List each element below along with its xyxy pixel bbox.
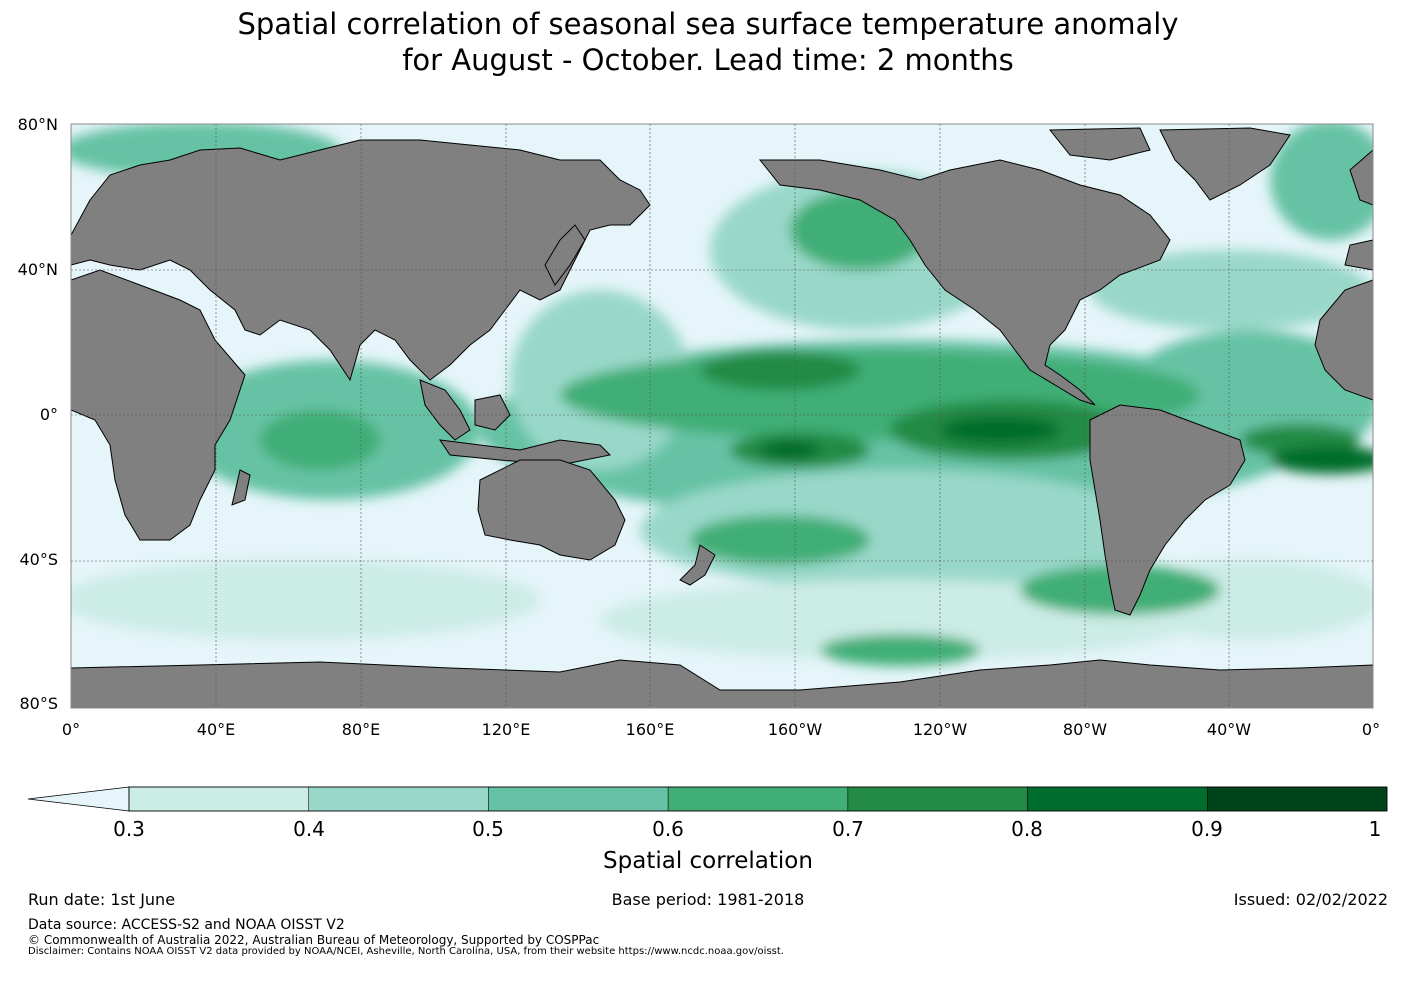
colorbar-segment-5 — [847, 786, 1028, 812]
lon-label-120e: 120°E — [481, 720, 531, 739]
colorbar-segment-3 — [488, 786, 669, 812]
colorbar-segment-1 — [128, 786, 309, 812]
issued-date: Issued: 02/02/2022 — [1233, 890, 1388, 909]
colorbar-extend-arrow — [27, 786, 130, 812]
colorbar-tick-0-6: 0.6 — [652, 817, 684, 841]
map-title-line1: Spatial correlation of seasonal sea surf… — [237, 7, 1179, 41]
lon-label-40w: 40°W — [1206, 720, 1252, 739]
lon-label-40e: 40°E — [196, 720, 236, 739]
lat-label-0: 0° — [39, 405, 58, 424]
new-zealand-land — [679, 544, 716, 586]
lon-label-120w: 120°W — [912, 720, 968, 739]
lon-label-160e: 160°E — [625, 720, 675, 739]
indonesia-land — [438, 439, 612, 466]
colorbar-tick-0-9: 0.9 — [1191, 817, 1223, 841]
disclaimer: Disclaimer: Contains NOAA OISST V2 data … — [28, 946, 784, 957]
colorbar-segment-6 — [1027, 786, 1208, 812]
colorbar-tick-0-5: 0.5 — [472, 817, 504, 841]
run-date: Run date: 1st June — [28, 890, 176, 909]
lat-label-80n: 80°N — [17, 115, 58, 134]
lon-label-160w: 160°W — [767, 720, 823, 739]
colorbar — [27, 786, 1388, 812]
data-source: Data source: ACCESS-S2 and NOAA OISST V2 — [28, 917, 345, 933]
lat-label-80s: 80°S — [19, 694, 58, 713]
africa-land — [71, 269, 246, 541]
graticule — [71, 124, 1373, 708]
madagascar-land — [231, 469, 251, 506]
north-america-land — [758, 159, 1171, 406]
iberia-land — [1344, 239, 1373, 271]
colorbar-segments — [128, 786, 1388, 812]
lat-label-40n: 40°N — [17, 260, 58, 279]
map-title: Spatial correlation of seasonal sea surf… — [0, 6, 1416, 78]
copyright-notice: © Commonwealth of Australia 2022, Austra… — [28, 933, 600, 947]
lon-label-80e: 80°E — [341, 720, 381, 739]
lon-label-0-right: 0° — [1361, 720, 1381, 739]
west-africa-europe-land — [1314, 279, 1373, 401]
map-title-line2: for August - October. Lead time: 2 month… — [402, 43, 1014, 77]
colorbar-segment-7 — [1207, 786, 1388, 812]
borneo-land — [474, 394, 511, 431]
australia-land — [477, 459, 626, 561]
lon-label-0-left: 0° — [61, 720, 81, 739]
colorbar-tick-0-4: 0.4 — [293, 817, 325, 841]
colorbar-label: Spatial correlation — [603, 848, 813, 874]
base-period: Base period: 1981-2018 — [611, 890, 805, 909]
colorbar-segment-2 — [308, 786, 489, 812]
south-america-land — [1089, 404, 1246, 616]
colorbar-tick-0-3: 0.3 — [113, 817, 145, 841]
greenland-land — [1159, 127, 1291, 201]
colorbar-segment-4 — [667, 786, 849, 812]
map-frame — [70, 123, 1374, 709]
colorbar-tick-0-8: 0.8 — [1011, 817, 1043, 841]
colorbar-tick-1: 1 — [1368, 817, 1382, 841]
colorbar-frame — [128, 786, 1388, 812]
colorbar-tick-0-7: 0.7 — [832, 817, 864, 841]
lat-label-40s: 40°S — [19, 550, 58, 569]
lon-label-80w: 80°W — [1062, 720, 1108, 739]
southeast-asia-land — [419, 379, 471, 441]
scandinavia-right-land — [1349, 149, 1373, 206]
arctic-islands-land — [1048, 127, 1151, 161]
